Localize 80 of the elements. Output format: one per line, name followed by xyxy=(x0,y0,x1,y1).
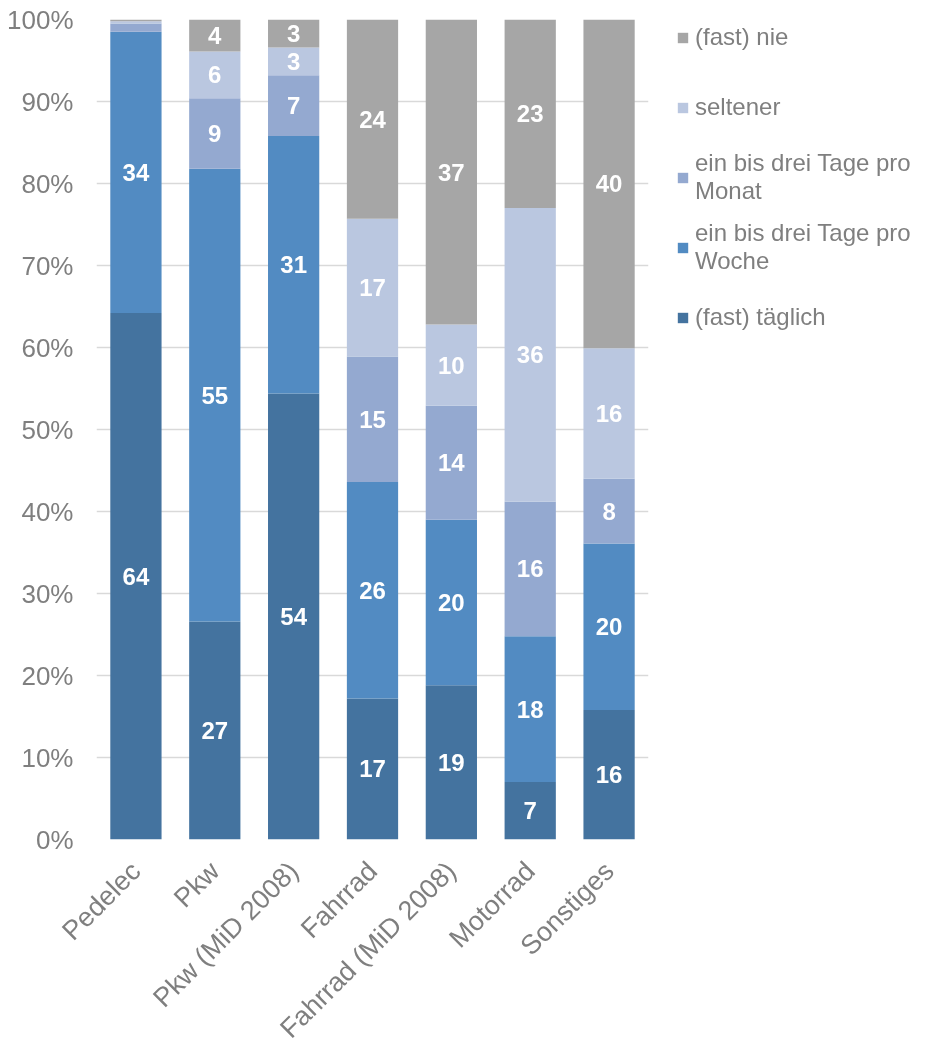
bar xyxy=(346,698,399,840)
data-label: 16 xyxy=(516,555,544,583)
data-label: 10 xyxy=(438,351,465,379)
y-tick-label: 60% xyxy=(21,332,74,363)
y-tick-label: 50% xyxy=(21,414,74,445)
bar xyxy=(268,75,320,136)
data-label: 16 xyxy=(595,400,623,428)
x-tick-label: Pkw xyxy=(168,855,226,914)
data-label: 14 xyxy=(438,449,466,477)
data-label: 17 xyxy=(359,755,386,783)
bar xyxy=(189,98,241,169)
bar xyxy=(268,393,320,840)
bar xyxy=(110,31,162,314)
data-label: 7 xyxy=(523,797,537,825)
data-label: 37 xyxy=(438,158,465,186)
bar xyxy=(504,636,556,783)
data-label: 20 xyxy=(438,589,465,617)
bar xyxy=(189,51,241,99)
bar xyxy=(189,168,241,622)
y-tick-label: 80% xyxy=(21,168,74,199)
bar xyxy=(504,208,556,502)
data-label: 7 xyxy=(286,92,301,120)
data-label: 55 xyxy=(201,381,229,409)
data-label: 27 xyxy=(201,716,229,744)
bar xyxy=(504,782,556,840)
bar xyxy=(425,19,477,325)
bar xyxy=(110,23,162,32)
bar xyxy=(504,19,556,209)
bar xyxy=(583,709,635,840)
data-label: 26 xyxy=(359,576,386,604)
legend-label: seltener xyxy=(695,92,781,122)
y-tick-label: 40% xyxy=(21,496,74,527)
data-label: 23 xyxy=(516,100,544,128)
legend-label: (fast) täglich xyxy=(695,302,826,332)
y-tick-label: 0% xyxy=(35,824,74,855)
data-label: 17 xyxy=(359,274,386,302)
y-tick-label: 100% xyxy=(7,4,74,35)
data-label: 18 xyxy=(516,695,544,723)
bar xyxy=(425,685,477,840)
bar xyxy=(583,348,635,479)
bar xyxy=(425,519,477,686)
y-tick-label: 90% xyxy=(21,86,74,117)
bar xyxy=(268,135,320,394)
bar xyxy=(504,501,556,637)
y-tick-label: 30% xyxy=(21,578,74,609)
bar xyxy=(346,218,399,357)
legend-label: ein bis drei Tage pro Monat xyxy=(695,148,911,206)
data-label: 8 xyxy=(602,497,616,525)
y-tick-label: 70% xyxy=(21,250,74,281)
bar xyxy=(583,543,635,710)
bar xyxy=(425,324,477,406)
bar xyxy=(583,19,635,349)
bar xyxy=(346,19,399,219)
bar xyxy=(346,481,399,699)
data-label: 9 xyxy=(208,119,222,147)
data-label: 15 xyxy=(359,405,386,433)
data-label: 54 xyxy=(280,602,308,630)
bar xyxy=(583,478,635,544)
data-label: 3 xyxy=(286,19,301,47)
data-label: 34 xyxy=(122,158,150,186)
data-label: 31 xyxy=(280,251,307,279)
data-label: 64 xyxy=(122,562,150,590)
data-label: 3 xyxy=(286,47,301,75)
data-label: 20 xyxy=(595,613,623,641)
data-label: 6 xyxy=(208,61,222,89)
bar xyxy=(268,47,320,76)
bar xyxy=(425,405,477,520)
data-label: 4 xyxy=(208,21,223,49)
bar xyxy=(189,621,241,840)
bar xyxy=(110,313,162,840)
data-label: 16 xyxy=(595,761,623,789)
data-label: 19 xyxy=(438,748,465,776)
y-tick-label: 20% xyxy=(21,660,74,691)
bar xyxy=(346,356,399,482)
legend-label: ein bis drei Tage pro Woche xyxy=(695,218,911,276)
data-label: 24 xyxy=(359,105,387,133)
y-tick-label: 10% xyxy=(21,742,74,773)
data-label: 36 xyxy=(516,341,544,369)
legend-label: (fast) nie xyxy=(695,22,789,52)
data-label: 40 xyxy=(595,170,623,198)
